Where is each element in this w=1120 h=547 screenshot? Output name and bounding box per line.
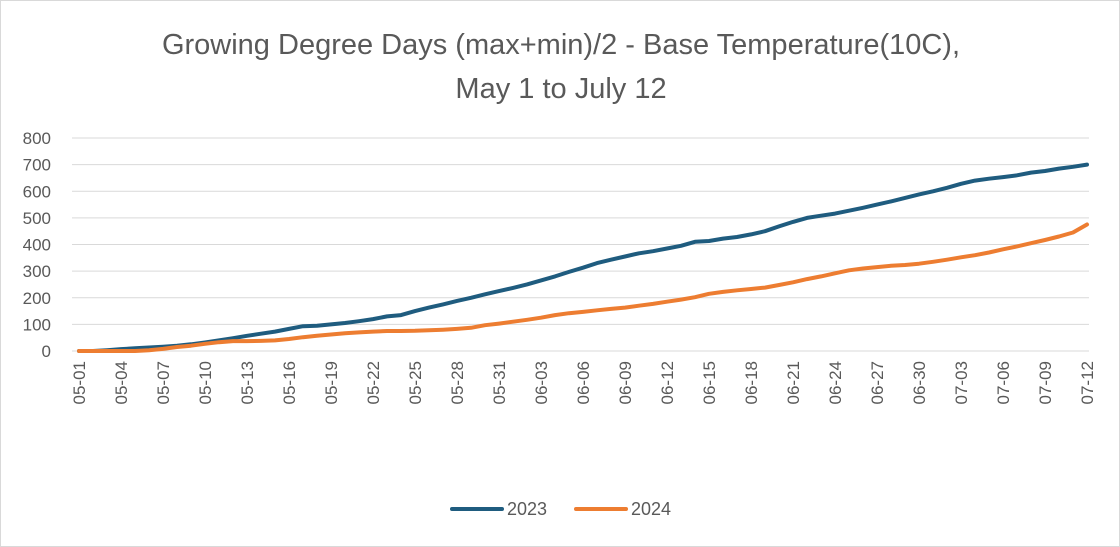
y-tick-label: 200 [23, 289, 51, 308]
x-tick-label: 05-22 [364, 361, 383, 404]
legend-item-2024: 2024 [574, 499, 671, 519]
y-tick-label: 800 [23, 129, 51, 148]
x-tick-label: 07-06 [994, 361, 1013, 404]
x-tick-label: 06-24 [826, 361, 845, 404]
y-axis-ticks: 0 100 200 300 400 500 600 700 800 [23, 129, 51, 361]
x-tick-label: 05-10 [196, 361, 215, 404]
x-tick-label: 06-30 [910, 361, 929, 404]
x-axis-ticks: 05-01 05-04 05-07 05-10 05-13 05-16 05-19 05-22… [70, 361, 1097, 404]
chart-title-line-2: May 1 to July 12 [455, 73, 667, 105]
y-tick-label: 300 [23, 262, 51, 281]
x-tick-label: 05-01 [70, 361, 89, 404]
y-tick-label: 600 [23, 182, 51, 201]
x-tick-label: 06-15 [700, 361, 719, 404]
x-tick-label: 05-04 [112, 361, 131, 404]
x-tick-label: 07-03 [952, 361, 971, 404]
x-tick-label: 06-06 [574, 361, 593, 404]
x-tick-label: 06-21 [784, 361, 803, 404]
legend: 2023 2024 [450, 499, 671, 519]
legend-label: 2023 [507, 499, 547, 519]
x-tick-label: 05-28 [448, 361, 467, 404]
x-tick-label: 07-09 [1036, 361, 1055, 404]
x-tick-label: 05-16 [280, 361, 299, 404]
y-tick-label: 400 [23, 236, 51, 255]
x-tick-label: 07-12 [1078, 361, 1097, 404]
x-tick-label: 06-12 [658, 361, 677, 404]
series-line-2023 [77, 162, 1089, 353]
series-lines [77, 162, 1089, 353]
chart-title: Growing Degree Days (max+min)/2 - Base T… [1, 23, 1120, 111]
y-tick-label: 100 [23, 315, 51, 334]
gridlines [72, 137, 1089, 352]
x-tick-label: 06-18 [742, 361, 761, 404]
x-tick-label: 06-27 [868, 361, 887, 404]
series-line-2024 [77, 222, 1089, 353]
x-tick-label: 06-09 [616, 361, 635, 404]
x-tick-label: 05-13 [238, 361, 257, 404]
x-tick-label: 06-03 [532, 361, 551, 404]
x-tick-label: 05-07 [154, 361, 173, 404]
y-tick-label: 0 [42, 342, 51, 361]
y-tick-label: 700 [23, 156, 51, 175]
chart-title-line-1: Growing Degree Days (max+min)/2 - Base T… [161, 29, 961, 61]
legend-label: 2024 [631, 499, 671, 519]
x-tick-label: 05-25 [406, 361, 425, 404]
legend-item-2023: 2023 [450, 499, 547, 519]
x-tick-label: 05-19 [322, 361, 341, 404]
x-tick-label: 05-31 [490, 361, 509, 404]
y-tick-label: 500 [23, 209, 51, 228]
